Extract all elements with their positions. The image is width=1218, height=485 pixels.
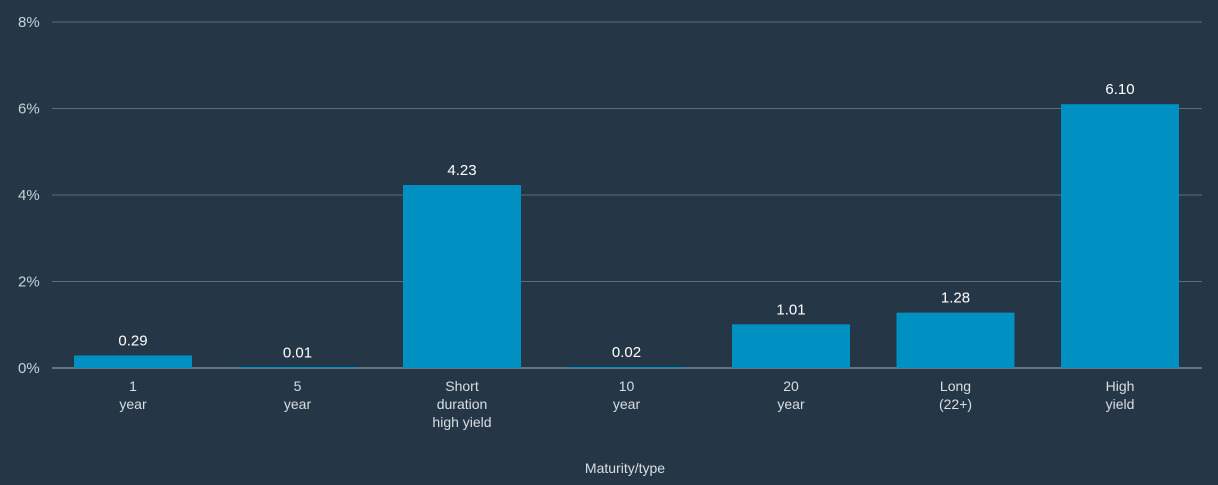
x-tick-label: 10 year — [613, 378, 641, 412]
x-tick-label-line: Short — [445, 378, 479, 394]
data-label: 6.10 — [1105, 81, 1134, 98]
y-tick-label: 8% — [18, 14, 40, 31]
data-label: 0.01 — [283, 345, 312, 362]
x-tick-label: High yield — [1106, 378, 1135, 412]
y-axis-ticks: 0% 2% 4% 6% 8% — [18, 14, 40, 377]
x-tick-label: Long (22+) — [939, 378, 972, 412]
x-tick-label-line: year — [119, 396, 147, 412]
y-tick-label: 2% — [18, 274, 40, 291]
bar — [732, 324, 850, 368]
y-tick-label: 6% — [18, 101, 40, 118]
x-tick-label: 5 year — [284, 378, 312, 412]
x-tick-label-line: duration — [437, 396, 488, 412]
bar — [238, 367, 357, 368]
data-label: 0.02 — [612, 344, 641, 361]
bars — [74, 104, 1179, 369]
x-tick-label-line: year — [284, 396, 312, 412]
x-tick-label-line: High — [1106, 378, 1135, 394]
x-tick-label-line: 1 — [129, 378, 137, 394]
data-label: 4.23 — [447, 162, 476, 179]
bar — [1061, 104, 1179, 369]
y-tick-label: 0% — [18, 360, 40, 377]
data-label: 1.01 — [776, 301, 805, 318]
data-labels: 0.29 0.01 4.23 0.02 1.01 1.28 6.10 — [118, 81, 1134, 361]
data-label: 0.29 — [118, 332, 147, 349]
x-tick-label-line: Long — [940, 378, 971, 394]
bar — [567, 367, 686, 368]
x-tick-label-line: year — [613, 396, 641, 412]
bar — [896, 312, 1015, 368]
bar — [74, 355, 192, 368]
x-tick-label-line: year — [777, 396, 805, 412]
x-tick-label-line: yield — [1106, 396, 1135, 412]
x-tick-label-line: 20 — [783, 378, 799, 394]
bar — [403, 185, 521, 368]
x-tick-label-line: high yield — [432, 414, 491, 430]
x-tick-label-line: (22+) — [939, 396, 972, 412]
x-tick-label: 20 year — [777, 378, 805, 412]
x-tick-label: 1 year — [119, 378, 147, 412]
x-tick-label-line: 10 — [619, 378, 635, 394]
y-tick-label: 4% — [18, 187, 40, 204]
data-label: 1.28 — [941, 290, 970, 307]
x-axis-title: Maturity/type — [585, 460, 665, 476]
x-tick-label-line: 5 — [294, 378, 302, 394]
x-tick-label: Short duration high yield — [432, 378, 491, 430]
